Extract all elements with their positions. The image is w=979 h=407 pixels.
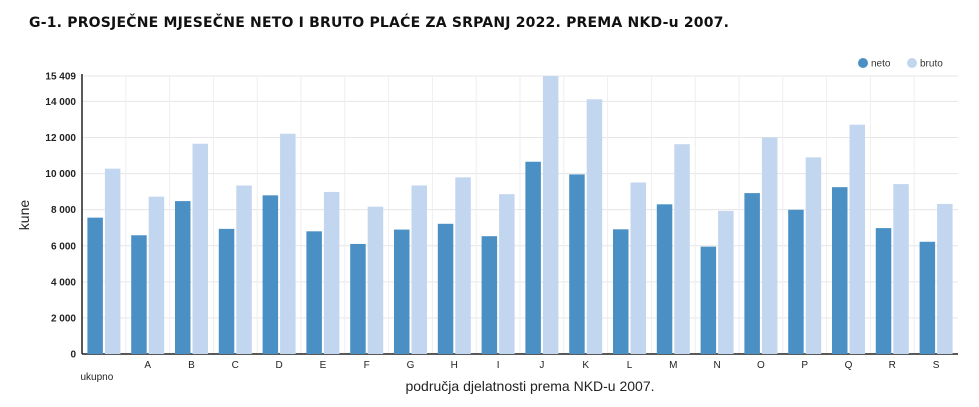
bar-bruto-E[interactable] xyxy=(323,191,340,354)
x-tick-label: A xyxy=(144,360,151,371)
bar-neto-K[interactable] xyxy=(569,174,585,354)
x-tick-label: N xyxy=(713,360,720,371)
x-tick-label: P xyxy=(801,360,808,371)
x-tick-label: R xyxy=(889,360,896,371)
x-tick-label: L xyxy=(627,360,633,371)
legend-marker-bruto[interactable] xyxy=(907,58,917,68)
y-tick-label: 6 000 xyxy=(51,241,76,252)
x-axis-title: područja djelatnosti prema NKD-u 2007. xyxy=(405,378,654,394)
y-tick-label: 12 000 xyxy=(45,133,76,144)
bar-neto-S[interactable] xyxy=(919,241,936,354)
bar-bruto-I[interactable] xyxy=(499,194,515,354)
bar-bruto-P[interactable] xyxy=(805,157,822,354)
bar-neto-H[interactable] xyxy=(437,223,454,354)
bar-neto-E[interactable] xyxy=(306,231,322,354)
x-tick-label: ukupno xyxy=(80,372,113,383)
legend-label-bruto[interactable]: bruto xyxy=(920,59,943,70)
x-tick-label: K xyxy=(582,360,589,371)
x-tick-label: S xyxy=(933,360,940,371)
bar-bruto-J[interactable] xyxy=(542,76,559,354)
legend-label-neto[interactable]: neto xyxy=(871,59,891,70)
legend-marker-neto[interactable] xyxy=(858,58,868,68)
x-tick-label: I xyxy=(497,360,500,371)
bar-bruto-N[interactable] xyxy=(718,210,734,354)
bar-bruto-ukupno[interactable] xyxy=(104,168,121,354)
x-tick-label: H xyxy=(451,360,458,371)
y-axis-title: kune xyxy=(16,200,32,231)
x-tick-label: F xyxy=(364,360,370,371)
bar-bruto-K[interactable] xyxy=(586,99,603,355)
bar-neto-ukupno[interactable] xyxy=(87,217,103,354)
bar-neto-O[interactable] xyxy=(744,193,760,354)
bar-neto-M[interactable] xyxy=(656,204,673,354)
bar-neto-R[interactable] xyxy=(875,228,892,354)
bar-bruto-B[interactable] xyxy=(192,143,209,354)
bar-bruto-H[interactable] xyxy=(455,177,471,354)
bar-bruto-S[interactable] xyxy=(937,203,953,354)
bar-neto-C[interactable] xyxy=(218,228,235,354)
x-tick-label: B xyxy=(188,360,195,371)
bar-bruto-G[interactable] xyxy=(411,185,428,354)
y-tick-label: 8 000 xyxy=(51,205,76,216)
x-tick-label: G xyxy=(407,360,415,371)
bar-neto-P[interactable] xyxy=(788,209,804,354)
y-tick-label: 4 000 xyxy=(51,277,76,288)
bar-neto-L[interactable] xyxy=(613,229,629,354)
y-tick-label: 0 xyxy=(70,350,76,361)
bar-neto-J[interactable] xyxy=(525,161,541,354)
bar-bruto-A[interactable] xyxy=(148,196,165,354)
bar-neto-N[interactable] xyxy=(700,246,717,354)
y-tick-label: 15 409 xyxy=(45,72,76,83)
bar-neto-A[interactable] xyxy=(131,235,147,354)
y-tick-label: 14 000 xyxy=(45,97,76,108)
x-tick-label: E xyxy=(320,360,327,371)
y-tick-label: 10 000 xyxy=(45,169,76,180)
bar-bruto-L[interactable] xyxy=(630,182,647,354)
bar-neto-F[interactable] xyxy=(350,243,366,354)
bar-neto-G[interactable] xyxy=(394,229,410,354)
y-tick-label: 2 000 xyxy=(51,313,76,324)
bar-bruto-O[interactable] xyxy=(761,137,778,354)
x-tick-label: J xyxy=(539,360,544,371)
x-tick-label: C xyxy=(232,360,239,371)
x-tick-label: M xyxy=(669,360,677,371)
bar-bruto-M[interactable] xyxy=(674,144,690,354)
bar-bruto-D[interactable] xyxy=(280,133,296,354)
bar-neto-D[interactable] xyxy=(262,195,279,354)
x-tick-label: Q xyxy=(845,360,853,371)
bar-bruto-F[interactable] xyxy=(367,206,384,354)
bar-neto-Q[interactable] xyxy=(832,187,848,354)
bar-neto-B[interactable] xyxy=(175,201,191,354)
x-tick-label: O xyxy=(757,360,765,371)
x-tick-label: D xyxy=(275,360,282,371)
chart-title: G-1. PROSJEČNE MJESEČNE NETO I BRUTO PLA… xyxy=(29,15,730,31)
bar-bruto-Q[interactable] xyxy=(849,124,866,354)
bar-bruto-R[interactable] xyxy=(893,184,909,354)
bar-bruto-C[interactable] xyxy=(236,185,252,354)
bar-neto-I[interactable] xyxy=(481,236,498,354)
